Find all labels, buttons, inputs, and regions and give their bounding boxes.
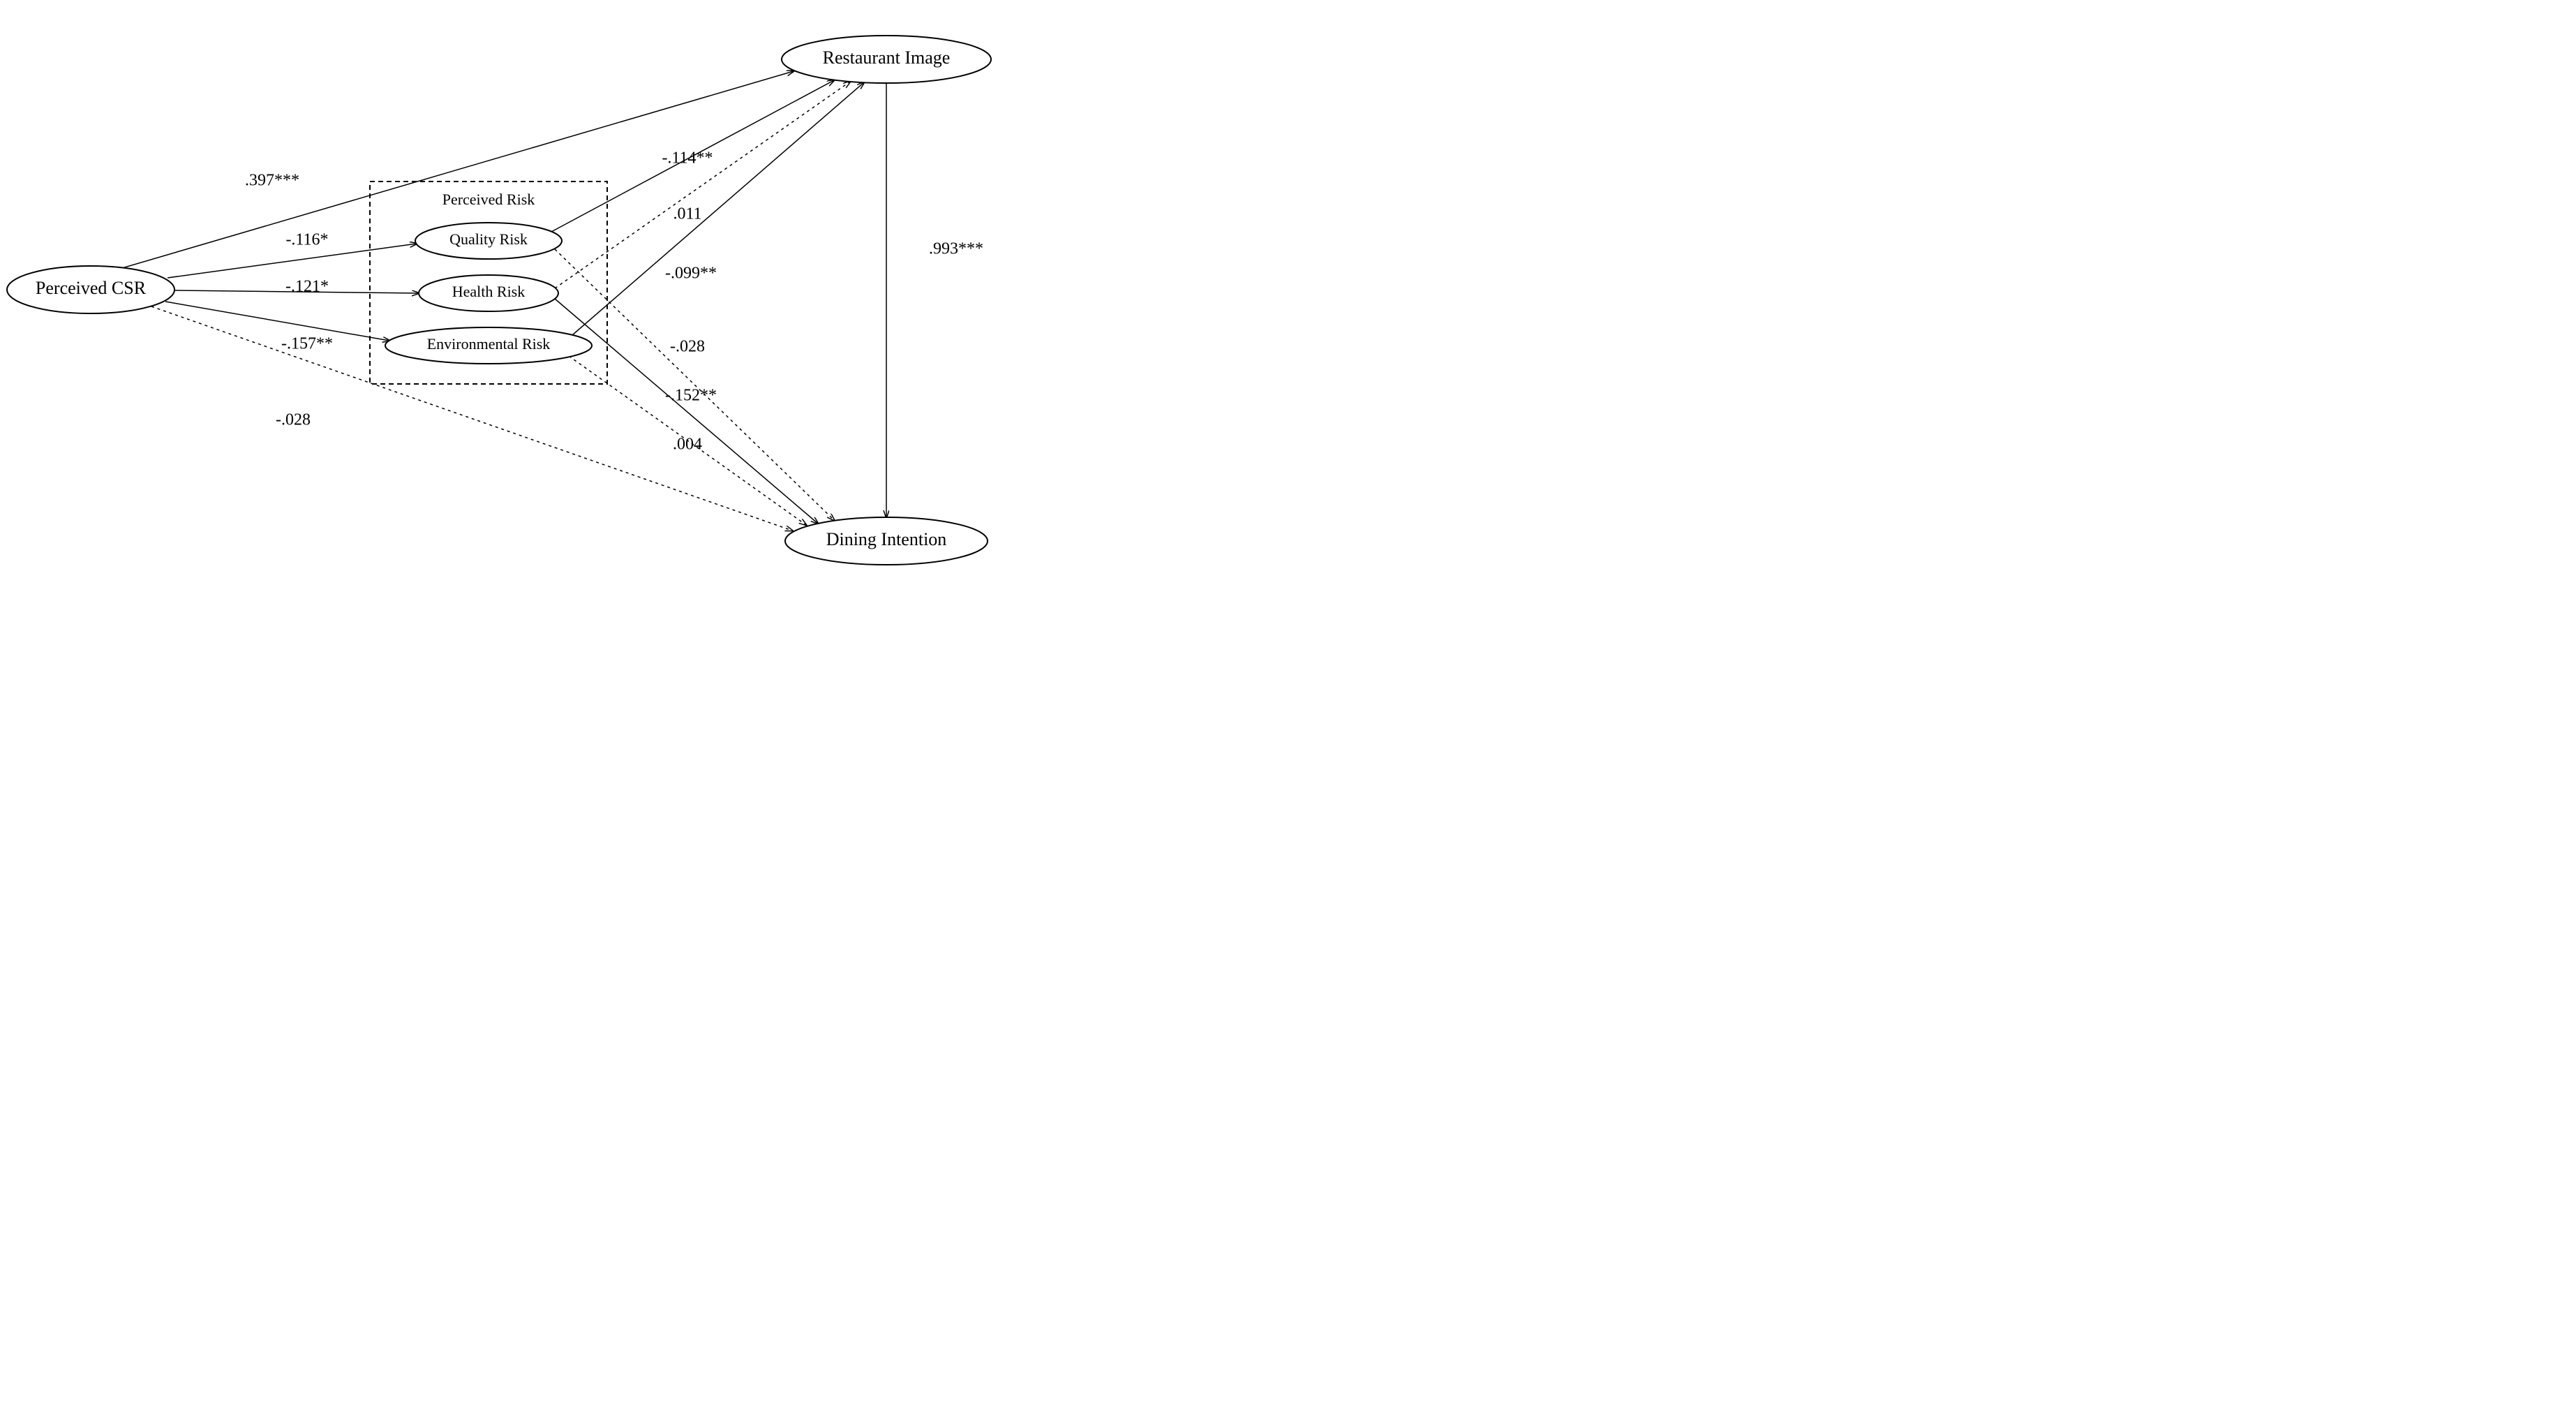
node-label-quality_risk: Quality Risk [449, 230, 528, 248]
edge-health-to-image [555, 82, 850, 288]
node-label-dining_intention: Dining Intention [826, 529, 947, 549]
edge-quality-to-dining [555, 249, 834, 520]
edge-label-quality-to-dining: -.028 [670, 338, 705, 356]
node-label-health_risk: Health Risk [452, 283, 526, 300]
edge-label-env-to-dining: .004 [673, 436, 702, 454]
edge-csr-to-env [165, 302, 389, 341]
edge-label-csr-to-env: -.157** [281, 335, 333, 353]
perceived-risk-label: Perceived Risk [442, 191, 535, 208]
edge-label-csr-to-image: .397*** [245, 172, 299, 190]
edge-health-to-dining [555, 299, 818, 524]
edge-env-to-image [572, 82, 864, 335]
edge-label-health-to-image: .011 [673, 205, 701, 223]
nodes-group: Perceived CSR Restaurant Image Dining Inte… [7, 36, 991, 565]
edge-label-csr-to-health: -.121* [285, 278, 329, 296]
node-label-restaurant_image: Restaurant Image [823, 47, 951, 68]
edge-label-health-to-dining: -.152** [665, 387, 717, 405]
node-label-perceived_csr: Perceived CSR [36, 278, 147, 298]
edge-label-quality-to-image: -.114** [662, 149, 713, 168]
node-label-environmental_risk: Environmental Risk [427, 335, 551, 353]
edge-label-env-to-image: -.099** [665, 265, 717, 283]
edge-label-image-to-dining: .993*** [929, 240, 983, 258]
edge-label-csr-to-dining: -.028 [276, 411, 311, 429]
sem-path-diagram: Perceived Risk .397*** -.116* -.121* -.157**… [0, 0, 1031, 566]
edge-label-csr-to-quality: -.116* [285, 231, 328, 249]
